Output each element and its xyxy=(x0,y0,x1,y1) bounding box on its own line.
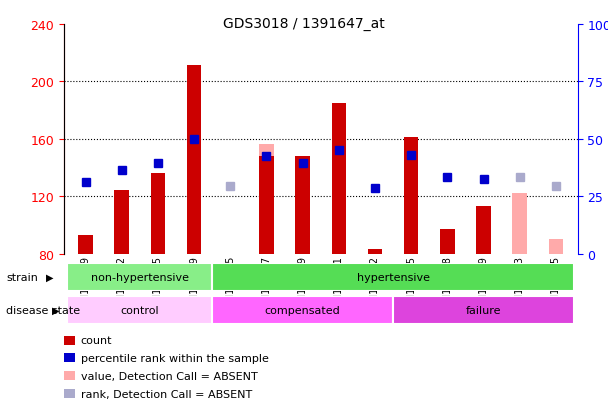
Text: strain: strain xyxy=(6,272,38,282)
Bar xyxy=(513,194,527,254)
Bar xyxy=(114,191,129,254)
Text: hypertensive: hypertensive xyxy=(356,272,430,282)
Text: ▶: ▶ xyxy=(52,305,60,315)
Bar xyxy=(331,104,346,254)
Bar xyxy=(295,157,310,254)
Bar xyxy=(259,157,274,254)
Bar xyxy=(151,174,165,254)
Bar xyxy=(187,66,201,254)
Text: non-hypertensive: non-hypertensive xyxy=(91,272,189,282)
Bar xyxy=(259,145,274,254)
Text: ▶: ▶ xyxy=(46,272,54,282)
Bar xyxy=(64,336,75,345)
Text: value, Detection Call = ABSENT: value, Detection Call = ABSENT xyxy=(81,371,258,381)
Bar xyxy=(440,230,455,254)
Text: rank, Detection Call = ABSENT: rank, Detection Call = ABSENT xyxy=(81,389,252,399)
Text: percentile rank within the sample: percentile rank within the sample xyxy=(81,353,269,363)
Bar xyxy=(212,263,574,291)
Text: failure: failure xyxy=(466,305,501,315)
Bar xyxy=(548,240,563,254)
Bar xyxy=(212,296,393,324)
Text: disease state: disease state xyxy=(6,305,80,315)
Bar xyxy=(67,296,212,324)
Bar xyxy=(476,207,491,254)
Bar xyxy=(67,263,212,291)
Bar xyxy=(64,371,75,380)
Bar xyxy=(393,296,574,324)
Text: count: count xyxy=(81,335,112,345)
Text: compensated: compensated xyxy=(264,305,340,315)
Bar xyxy=(368,250,382,254)
Bar xyxy=(64,354,75,363)
Text: GDS3018 / 1391647_at: GDS3018 / 1391647_at xyxy=(223,17,385,31)
Bar xyxy=(404,138,418,254)
Bar xyxy=(64,389,75,398)
Text: control: control xyxy=(120,305,159,315)
Bar xyxy=(78,235,93,254)
